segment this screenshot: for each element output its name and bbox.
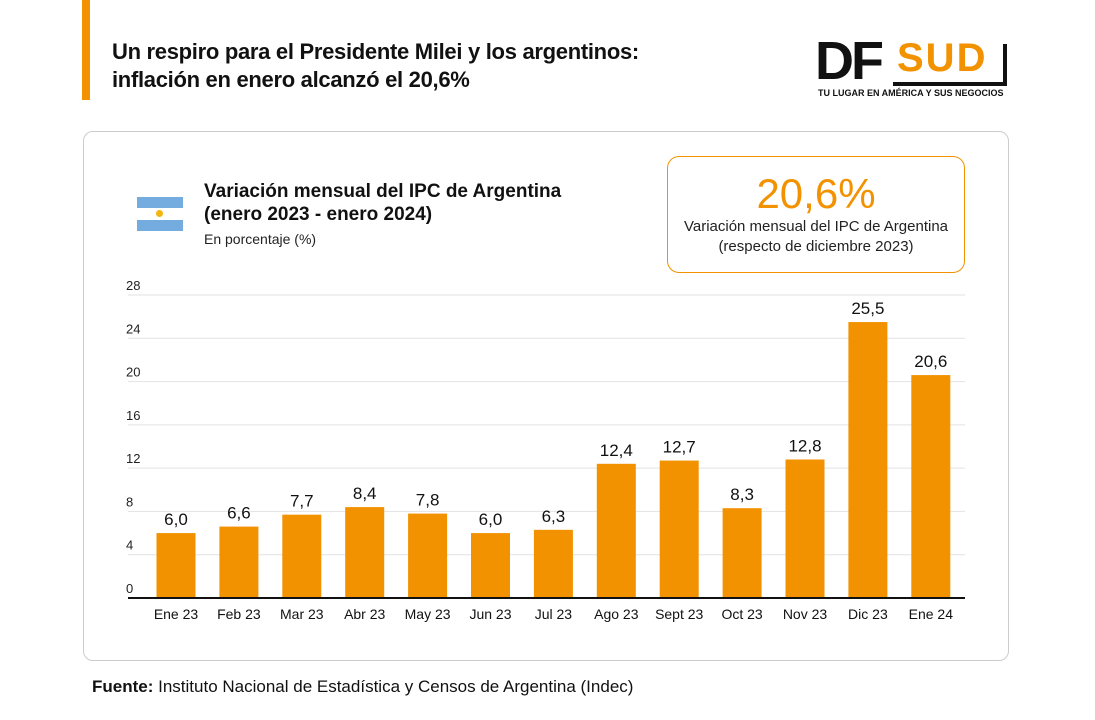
bar	[156, 533, 196, 598]
bar	[596, 463, 636, 598]
data-label: 6,6	[227, 504, 251, 523]
data-label: 12,7	[663, 438, 696, 457]
y-tick-label: 0	[126, 581, 133, 596]
headline: Un respiro para el Presidente Milei y lo…	[112, 38, 639, 94]
bar	[911, 375, 951, 598]
bar	[848, 322, 888, 598]
x-tick-label: May 23	[405, 606, 451, 622]
chart-title-line1: Variación mensual del IPC de Argentina	[204, 181, 562, 202]
bar	[722, 508, 762, 598]
data-label: 20,6	[914, 352, 947, 371]
kpi-box: 20,6% Variación mensual del IPC de Argen…	[667, 156, 965, 273]
data-label: 12,8	[788, 436, 821, 455]
x-tick-label: Sept 23	[655, 606, 703, 622]
y-tick-label: 20	[126, 365, 140, 380]
chart-title-line2: (enero 2023 - enero 2024)	[204, 204, 433, 225]
chart-subtitle: En porcentaje (%)	[204, 231, 317, 247]
data-label: 7,7	[290, 492, 314, 511]
y-tick-label: 4	[126, 538, 133, 553]
dfsud-logo: DF SUD TU LUGAR EN AMÉRICA Y SUS NEGOCIO…	[815, 31, 1007, 102]
bar	[533, 529, 573, 598]
data-label: 6,0	[479, 510, 503, 529]
source: Fuente: Instituto Nacional de Estadístic…	[92, 677, 633, 697]
bar	[659, 460, 699, 598]
bar	[785, 459, 825, 598]
data-label: 7,8	[416, 491, 440, 510]
headline-line2: inflación en enero alcanzó el 20,6%	[112, 67, 470, 92]
x-tick-label: Dic 23	[848, 606, 888, 622]
logo-frame	[893, 44, 1007, 86]
data-label: 12,4	[600, 441, 633, 460]
bar	[219, 526, 259, 598]
kpi-value: 20,6%	[756, 170, 876, 217]
x-tick-label: Feb 23	[217, 606, 261, 622]
x-tick-label: Abr 23	[344, 606, 385, 622]
accent-bar	[82, 0, 90, 100]
x-tick-label: Nov 23	[783, 606, 828, 622]
x-tick-label: Ago 23	[594, 606, 639, 622]
data-label: 8,3	[730, 485, 754, 504]
data-label: 25,5	[851, 299, 884, 318]
y-tick-label: 24	[126, 321, 140, 336]
source-label: Fuente:	[92, 677, 154, 696]
bar	[345, 507, 385, 598]
y-tick-label: 8	[126, 494, 133, 509]
source-text: Instituto Nacional de Estadística y Cens…	[153, 677, 634, 696]
logo-df: DF	[815, 31, 884, 91]
bar	[282, 514, 322, 598]
logo-sud: SUD	[897, 36, 988, 80]
x-tick-label: Ene 24	[909, 606, 954, 622]
data-label: 6,3	[542, 507, 566, 526]
chart-title: Variación mensual del IPC de Argentina (…	[204, 180, 561, 226]
argentina-flag-icon	[137, 197, 183, 231]
x-tick-label: Jul 23	[535, 606, 573, 622]
x-tick-label: Mar 23	[280, 606, 324, 622]
data-label: 8,4	[353, 484, 377, 503]
data-label: 6,0	[164, 510, 188, 529]
bar	[471, 533, 510, 598]
logo-tagline: TU LUGAR EN AMÉRICA Y SUS NEGOCIOS	[818, 88, 1004, 98]
bar	[408, 513, 448, 598]
kpi-desc-2: (respecto de diciembre 2023)	[718, 238, 914, 255]
y-tick-label: 16	[126, 408, 140, 423]
x-tick-label: Ene 23	[154, 606, 199, 622]
headline-line1: Un respiro para el Presidente Milei y lo…	[112, 39, 639, 64]
y-tick-label: 12	[126, 451, 140, 466]
kpi-desc-1: Variación mensual del IPC de Argentina	[683, 218, 949, 235]
x-tick-label: Oct 23	[721, 606, 762, 622]
x-tick-label: Jun 23	[469, 606, 511, 622]
y-tick-label: 28	[126, 278, 140, 293]
chart-card	[83, 131, 1009, 661]
